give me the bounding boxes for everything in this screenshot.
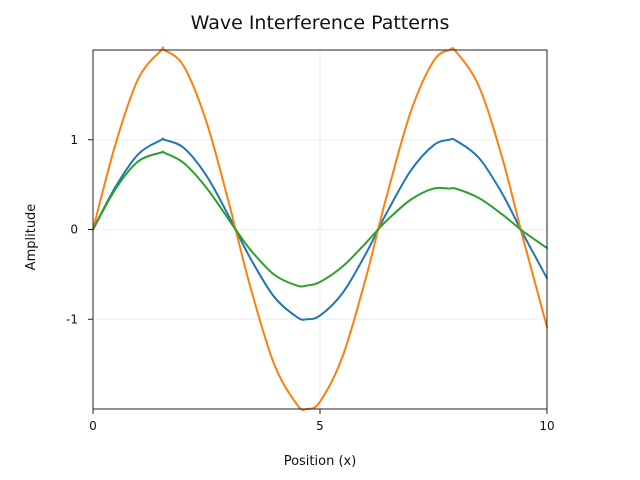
grid-lines <box>92 50 548 409</box>
axis-ticks: 0 5 10 -1 0 1 <box>66 133 555 433</box>
y-tick-label: 0 <box>70 223 78 237</box>
x-axis-label: Position (x) <box>284 454 357 469</box>
series-lines <box>92 46 548 411</box>
series-line-2 <box>92 46 548 411</box>
x-tick-label: 10 <box>539 419 554 433</box>
series-line-3 <box>92 150 548 288</box>
y-tick-label: 1 <box>70 133 78 147</box>
x-tick-label: 5 <box>316 419 324 433</box>
series-line-1 <box>92 137 548 321</box>
y-axis-label: Amplitude <box>24 204 39 271</box>
x-tick-label: 0 <box>89 419 97 433</box>
chart-title: Wave Interference Patterns <box>191 12 450 34</box>
y-tick-label: -1 <box>66 312 78 326</box>
